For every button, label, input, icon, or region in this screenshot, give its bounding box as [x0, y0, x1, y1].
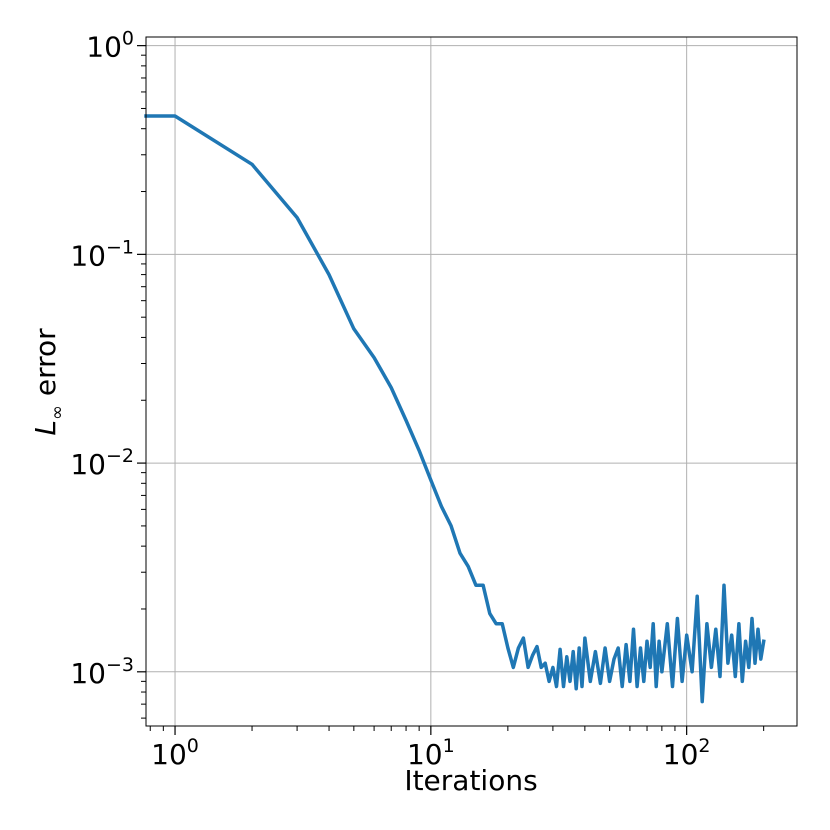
x-tick-label-2: 102: [663, 735, 711, 771]
series-line-0: [144, 114, 766, 704]
x-tick-label-0: 100: [151, 735, 199, 771]
series-layer: [144, 114, 766, 704]
y-axis-label: L∞ error: [29, 328, 68, 436]
axes-layer: 100 101 102 100 10−1 10−2 10−3: [70, 28, 798, 771]
y-tick-label-0: 100: [86, 28, 134, 64]
grid: [146, 37, 797, 726]
plot-frame: [145, 36, 798, 727]
y-axis-label-rest: error: [29, 328, 62, 405]
y-tick-label-3: 10−3: [70, 654, 134, 690]
y-axis-label-subscript: ∞: [47, 405, 68, 420]
x-tick-label-1: 101: [407, 735, 455, 771]
y-tick-label-2: 10−2: [70, 445, 134, 481]
y-axis-label-main: L: [29, 420, 62, 436]
x-axis-label: Iterations: [404, 764, 537, 797]
y-tick-label-1: 10−1: [70, 236, 134, 272]
